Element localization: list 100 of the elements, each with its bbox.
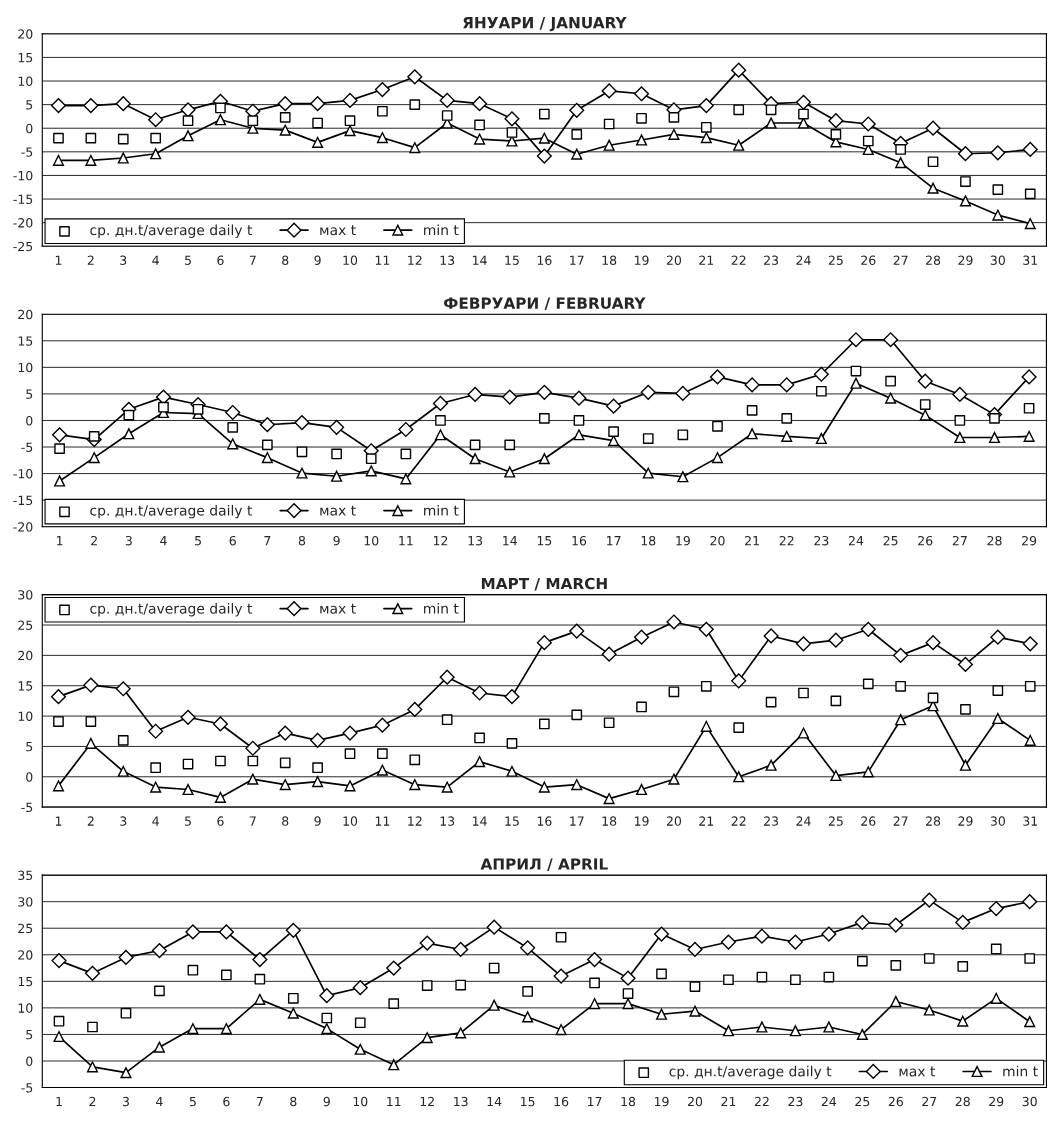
x-tick-label: 17 [587,1096,602,1107]
point [723,974,734,986]
point [148,112,164,128]
point [365,453,377,465]
point [85,154,97,166]
point [733,722,745,733]
point [432,395,449,412]
point [990,992,1002,1004]
point [765,117,777,129]
x-tick-label: 3 [120,255,127,265]
point [571,779,583,791]
x-tick-label: 22 [779,535,794,546]
point [486,919,502,935]
legend-label: мax t [320,505,356,516]
point [677,429,689,441]
point [469,453,481,465]
point [790,974,801,986]
point [633,629,650,645]
x-tick-label: 12 [408,816,422,826]
x-tick-label: 16 [554,1096,569,1107]
point [84,965,101,981]
point [421,980,433,991]
point [1024,680,1036,692]
point [117,734,129,746]
legend-label: ср. дн.t/average daily t [90,504,253,519]
x-tick-label: 7 [264,536,271,546]
point [895,680,907,692]
y-tick-label: 5 [26,1030,33,1040]
point [862,135,874,147]
point [816,385,827,397]
point [296,446,308,458]
point [731,673,747,689]
y-tick-label: 20 [18,309,33,320]
x-tick-label: 22 [731,816,746,826]
x-tick-label: 3 [120,816,127,826]
y-tick-label: 5 [26,389,33,399]
x-tick-label: 16 [572,535,587,546]
x-tick-label: 27 [893,255,908,265]
point [151,942,168,959]
point [890,995,902,1008]
point [441,781,453,793]
x-tick-label: 13 [454,1096,468,1107]
point [655,1008,668,1020]
point [187,1023,199,1035]
point [261,452,273,464]
point [720,934,737,950]
point [215,102,226,114]
point [573,429,585,441]
point [795,94,812,110]
point [746,428,758,440]
point [850,377,862,389]
point [656,968,667,980]
point [294,415,310,431]
y-tick-label: 10 [18,711,33,721]
point [54,443,65,454]
point [287,992,299,1004]
point [344,115,356,127]
x-tick-label: 20 [710,535,725,546]
point [117,152,129,164]
point [895,714,907,726]
x-tick-label: 12 [420,1096,434,1107]
point [992,712,1004,725]
point [830,770,842,782]
point [354,1043,366,1055]
x-tick-label: 24 [796,816,811,826]
x-tick-label: 21 [721,1096,736,1107]
x-tick-label: 25 [883,535,898,546]
x-tick-label: 8 [290,1096,297,1107]
x-tick-label: 20 [666,816,682,826]
point [520,940,536,956]
point [321,1023,333,1035]
point [419,935,435,951]
point [756,1021,768,1033]
point [409,99,421,110]
point [52,780,65,792]
point [218,924,234,940]
point [959,195,972,207]
x-tick-label: 3 [125,535,132,546]
point [344,125,356,137]
point [862,766,874,778]
x-tick-label: 9 [323,1096,330,1107]
point [50,689,67,705]
x-tick-label: 15 [537,536,552,546]
point [668,112,680,123]
x-tick-label: 9 [314,255,321,265]
point [474,756,486,768]
chart-title: АПРИЛ / APRIL [480,858,608,871]
point [365,465,377,477]
point [259,417,275,433]
point [885,392,897,404]
point [571,390,587,406]
point [763,628,779,644]
point [467,386,483,403]
point [990,145,1006,161]
x-tick-label: 30 [990,816,1005,826]
x-tick-label: 11 [375,255,390,265]
point [227,438,239,450]
point [115,96,131,112]
point [342,725,358,741]
point [227,422,239,433]
